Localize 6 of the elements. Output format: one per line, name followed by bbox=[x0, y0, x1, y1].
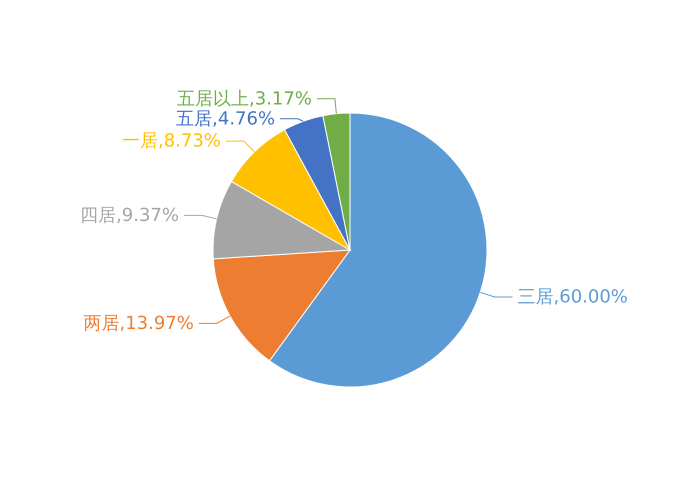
slice-label: 五居,4.76% bbox=[176, 108, 276, 130]
slice-label: 三居,60.00% bbox=[518, 286, 628, 308]
slice-label: 五居以上,3.17% bbox=[176, 88, 312, 110]
slice-label: 两居,13.97% bbox=[84, 312, 194, 334]
slice-label: 一居,8.73% bbox=[122, 130, 221, 152]
slice-label: 四居,9.37% bbox=[80, 204, 179, 226]
